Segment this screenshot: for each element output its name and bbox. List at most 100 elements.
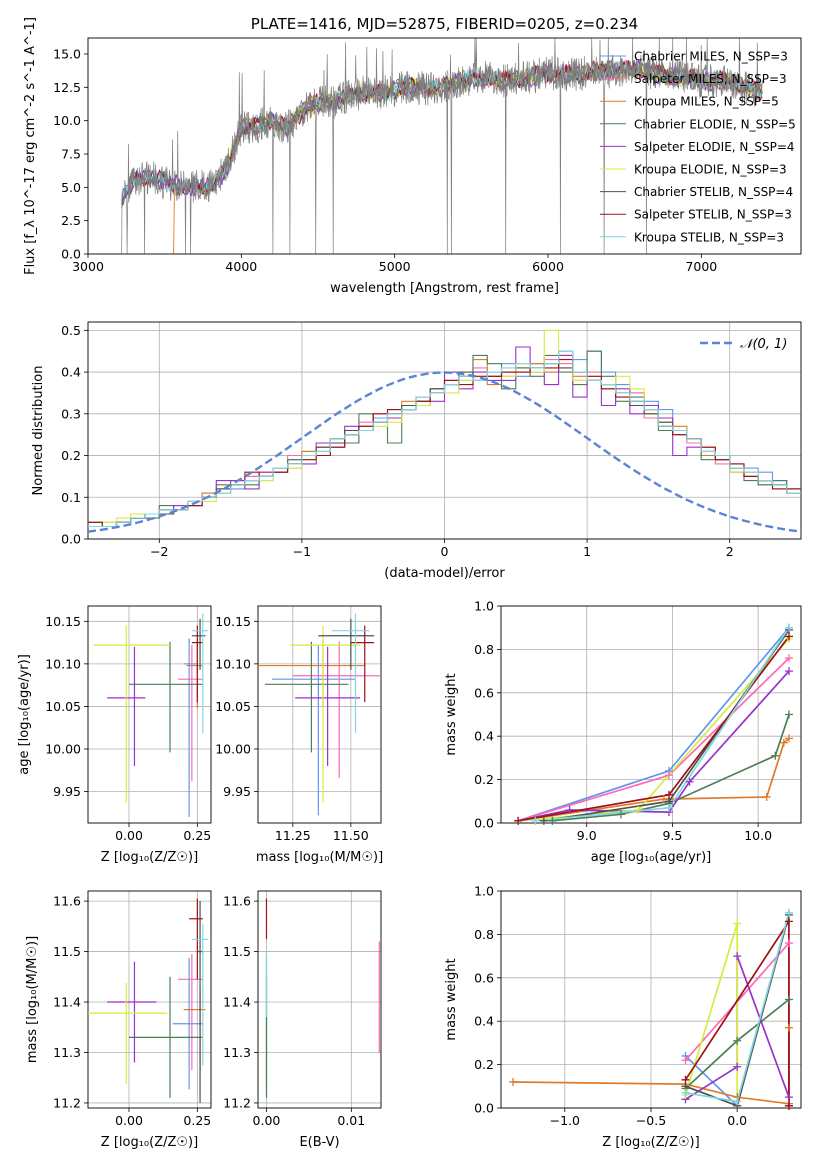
spectrum-panel: PLATE=1416, MJD=52875, FIBERID=0205, z=0… xyxy=(23,15,802,296)
y-axis-label: Normed distribution xyxy=(31,366,46,496)
histogram-step-line xyxy=(88,359,801,528)
y-tick-label: 0.2 xyxy=(474,1057,494,1072)
x-tick-label: 1 xyxy=(583,544,591,559)
y-axis-label: mass weight xyxy=(444,958,459,1040)
y-tick-label: 0.2 xyxy=(474,772,494,787)
legend-entry: Chabrier MILES, N_SSP=3 xyxy=(634,50,788,64)
histogram-step-line xyxy=(88,359,801,528)
x-axis-label: E(B-V) xyxy=(299,1135,339,1150)
plot-frame xyxy=(87,890,212,1109)
plot-frame xyxy=(87,605,212,824)
weight-point-marker xyxy=(784,1023,793,1032)
weight-point-marker xyxy=(681,1088,690,1097)
y-tick-label: 7.5 xyxy=(61,147,81,162)
weight-series-line xyxy=(535,627,790,822)
weight-point-marker xyxy=(785,667,793,676)
y-tick-label: 10.05 xyxy=(45,699,81,714)
y-tick-label: 11.5 xyxy=(223,944,251,959)
y-tick-label: 0.8 xyxy=(474,642,494,657)
weight-point-marker xyxy=(634,805,643,814)
x-axis-label: Z [log₁₀(Z/Z☉)] xyxy=(101,850,198,865)
y-tick-label: 1.0 xyxy=(474,599,494,614)
histogram-step-line xyxy=(88,350,801,528)
y-tick-label: 0.0 xyxy=(61,247,81,262)
weight-point-marker xyxy=(665,803,673,812)
y-tick-label: 1.0 xyxy=(474,884,494,899)
y-tick-label: 10.10 xyxy=(45,656,81,671)
y-tick-label: 11.4 xyxy=(53,995,81,1010)
weight-point-marker xyxy=(733,1036,742,1045)
weight-point-marker xyxy=(665,771,673,780)
x-axis-label: Z [log₁₀(Z/Z☉)] xyxy=(602,1135,699,1150)
spectrum-traces xyxy=(121,38,763,254)
weight-point-marker xyxy=(784,917,793,926)
x-tick-label: 11.50 xyxy=(333,828,369,843)
y-tick-label: 0.0 xyxy=(474,1101,494,1116)
weight-point-marker xyxy=(617,810,625,819)
x-axis-label: Z [log₁₀(Z/Z☉)] xyxy=(101,1135,198,1150)
plot-frame xyxy=(87,37,802,255)
x-tick-label: 0.25 xyxy=(183,828,211,843)
weight-point-marker xyxy=(779,738,788,747)
x-axis-label: (data-model)/error xyxy=(384,566,505,581)
y-tick-label: 10.00 xyxy=(45,741,81,756)
x-tick-label: 0.0 xyxy=(727,1113,747,1128)
y-axis-label: mass [log₁₀(M/M☉)] xyxy=(25,936,40,1063)
legend-entry: Kroupa MILES, N_SSP=5 xyxy=(634,95,779,109)
weight-point-marker xyxy=(784,995,793,1004)
weight-series-line xyxy=(517,657,790,822)
y-tick-label: 11.6 xyxy=(223,894,251,909)
x-axis-label: mass [log₁₀(M/M☉)] xyxy=(256,850,383,865)
x-tick-label: 2 xyxy=(726,544,734,559)
y-tick-label: 11.6 xyxy=(53,894,81,909)
observed-spectrum-line xyxy=(121,38,763,254)
weight-point-marker xyxy=(785,734,793,743)
plot-frame xyxy=(87,321,802,540)
x-tick-label: 10.0 xyxy=(744,828,772,843)
weight-point-marker xyxy=(539,816,548,825)
weight-point-marker xyxy=(733,952,742,961)
weight-point-marker xyxy=(785,710,793,719)
x-tick-label: 6000 xyxy=(532,259,564,274)
y-axis-label: age [log₁₀(age/yr)] xyxy=(17,654,32,775)
y-tick-label: 10.15 xyxy=(45,614,81,629)
weight-point-marker xyxy=(548,816,557,825)
weight-point-marker xyxy=(784,1101,793,1110)
histogram-step-line xyxy=(88,350,801,528)
weight-point-marker xyxy=(733,1062,742,1071)
error-bars xyxy=(265,898,380,1098)
mass-vs-extinction-panel: 0.00 0.01 11.2 11.3 11.4 11.5 11.6 E(B-V) xyxy=(223,890,382,1150)
weight-point-marker xyxy=(509,1077,518,1086)
weight-point-marker xyxy=(784,939,793,948)
legend-entry: Chabrier STELIB, N_SSP=4 xyxy=(634,185,793,199)
weight-point-marker xyxy=(681,1056,690,1065)
weight-point-marker xyxy=(784,908,793,917)
plot-frame xyxy=(500,605,802,824)
weight-series-line xyxy=(684,923,739,1106)
weight-point-marker xyxy=(771,751,780,760)
y-tick-label: 10.00 xyxy=(215,741,251,756)
y-tick-label: 0.0 xyxy=(474,816,494,831)
weight-point-marker xyxy=(531,816,540,825)
plot-frame xyxy=(500,890,802,1109)
x-tick-label: −2 xyxy=(150,544,168,559)
y-axis-label: mass weight xyxy=(444,673,459,755)
x-tick-label: 0 xyxy=(441,544,449,559)
weight-lines xyxy=(517,627,790,822)
x-tick-label: −1 xyxy=(293,544,311,559)
histogram-steps xyxy=(88,329,801,533)
x-tick-label: 0.01 xyxy=(337,1113,365,1128)
histogram-step-line xyxy=(88,346,801,528)
x-tick-label: −1.0 xyxy=(550,1113,580,1128)
weight-point-marker xyxy=(733,919,742,928)
residual-histogram-panel: −2 −1 0 1 2 0.0 0.1 0.2 0.3 0.4 0.5 (data-model)/er… xyxy=(31,321,802,581)
x-tick-label: 7000 xyxy=(685,259,717,274)
y-tick-label: 0.3 xyxy=(61,406,81,421)
x-tick-label: 9.0 xyxy=(577,828,597,843)
x-tick-label: 0.00 xyxy=(115,828,143,843)
weight-point-marker xyxy=(659,795,668,804)
y-tick-label: 15.0 xyxy=(53,47,81,62)
legend-entry: Kroupa ELODIE, N_SSP=3 xyxy=(634,163,787,177)
y-tick-label: 10.05 xyxy=(215,699,251,714)
